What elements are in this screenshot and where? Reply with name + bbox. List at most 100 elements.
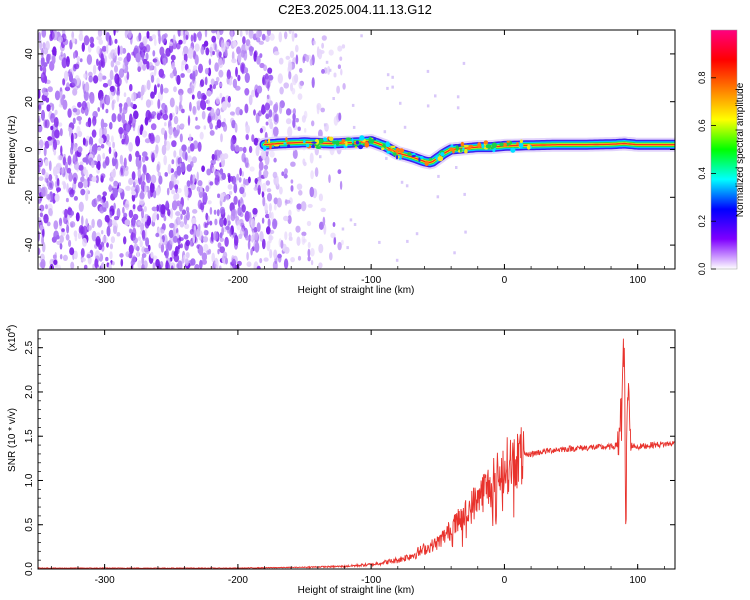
noise-blob <box>70 261 75 269</box>
noise-blob <box>181 209 187 215</box>
noise-blob <box>285 118 292 125</box>
noise-blob <box>296 183 303 190</box>
noise-blob <box>269 121 274 130</box>
ridge-speckle <box>285 137 288 142</box>
ridge-speckle <box>389 148 394 152</box>
noise-blob <box>256 85 263 94</box>
ridge-speckle <box>387 148 390 151</box>
noise-speck <box>400 180 404 184</box>
noise-blob <box>141 84 145 96</box>
noise-blob <box>137 91 142 99</box>
noise-blob <box>136 245 140 252</box>
noise-blob <box>160 83 164 95</box>
noise-blob <box>96 58 99 66</box>
noise-blob <box>77 101 82 108</box>
noise-blob <box>156 77 160 85</box>
noise-blob <box>239 30 243 37</box>
noise-blob <box>194 264 200 269</box>
noise-blob <box>206 168 212 176</box>
noise-blob <box>256 55 261 65</box>
noise-blob <box>297 93 303 100</box>
noise-blob <box>46 221 51 227</box>
noise-blob <box>173 226 176 237</box>
noise-blob <box>266 94 271 105</box>
noise-blob <box>180 213 183 220</box>
noise-blob <box>173 115 179 125</box>
noise-blob <box>126 71 130 81</box>
noise-blob <box>65 234 70 241</box>
noise-blob <box>285 55 291 60</box>
noise-blob <box>78 201 84 212</box>
noise-blob <box>241 171 244 177</box>
noise-blob <box>265 35 270 42</box>
noise-speck <box>391 85 394 89</box>
noise-blob <box>71 31 75 39</box>
noise-blob <box>174 184 179 190</box>
noise-blob <box>316 46 320 58</box>
noise-blob <box>129 113 133 125</box>
noise-blob <box>288 209 292 217</box>
noise-blob <box>70 210 74 216</box>
noise-blob <box>113 30 116 36</box>
y-tick-label: 0.5 <box>24 517 35 531</box>
noise-blob <box>130 102 134 108</box>
noise-blob <box>38 124 43 133</box>
spectrogram-y-axis: -40 -20 0 20 40 <box>24 29 675 270</box>
noise-blob <box>176 42 181 50</box>
noise-blob <box>340 68 343 76</box>
noise-blob <box>219 168 224 175</box>
ridge-speckle <box>390 145 396 148</box>
noise-blob <box>73 143 78 152</box>
noise-blob <box>155 144 159 155</box>
noise-blob <box>339 56 343 61</box>
noise-blob <box>57 155 63 161</box>
noise-blob <box>76 56 81 62</box>
noise-blob <box>179 204 183 212</box>
noise-blob <box>81 215 84 226</box>
noise-blob <box>64 208 68 218</box>
noise-blob <box>175 179 180 185</box>
noise-blob <box>211 231 214 242</box>
noise-blob <box>276 175 279 187</box>
noise-blob <box>255 30 260 39</box>
noise-blob <box>122 106 128 115</box>
noise-blob <box>215 109 220 114</box>
noise-blob <box>306 220 312 227</box>
ridge-speckle <box>516 142 519 146</box>
noise-blob <box>241 204 246 213</box>
noise-blob <box>102 152 106 160</box>
noise-speck <box>434 94 437 98</box>
noise-blob <box>150 182 155 194</box>
noise-blob <box>171 62 176 70</box>
noise-blob <box>126 52 131 62</box>
noise-blob <box>49 180 54 189</box>
noise-blob <box>46 193 51 200</box>
noise-blob <box>265 121 269 126</box>
noise-blob <box>258 110 262 117</box>
noise-blob <box>245 39 251 47</box>
noise-blob <box>248 46 254 52</box>
noise-blob <box>145 52 149 61</box>
noise-blob <box>179 92 183 104</box>
noise-blob <box>69 247 75 256</box>
noise-blob <box>128 209 134 219</box>
noise-blob <box>135 184 140 194</box>
noise-blob <box>179 148 183 158</box>
noise-blob <box>284 168 288 175</box>
noise-blob <box>342 83 346 90</box>
noise-blob <box>96 197 101 202</box>
noise-blob <box>328 174 331 184</box>
noise-speck <box>346 246 349 250</box>
noise-blob <box>53 230 59 240</box>
noise-blob <box>160 204 166 215</box>
noise-speck <box>353 223 357 226</box>
noise-blob <box>236 220 241 231</box>
spectrogram-y-label: Frequency (Hz) <box>7 116 18 185</box>
noise-blob <box>198 63 203 74</box>
noise-blob <box>106 133 110 142</box>
noise-blob <box>184 187 189 198</box>
noise-blob <box>117 57 123 61</box>
noise-blob <box>181 144 187 152</box>
noise-blob <box>333 72 337 78</box>
noise-blob <box>109 176 114 182</box>
